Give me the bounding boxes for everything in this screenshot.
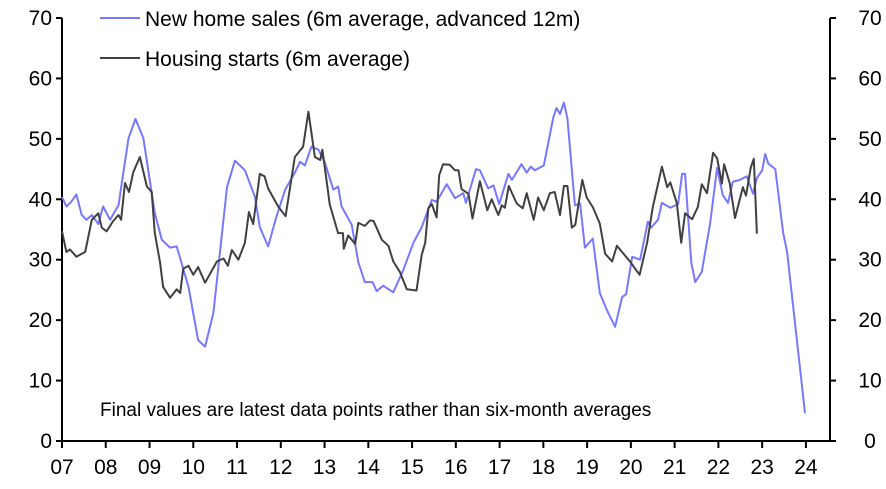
x-tick-label: 20 [619, 456, 642, 479]
legend-label-new-home-sales: New home sales (6m average, advanced 12m… [145, 8, 580, 31]
x-tick-label: 21 [663, 456, 686, 479]
series-line-new-home-sales [61, 101, 806, 414]
x-tick-label: 09 [138, 456, 161, 479]
x-tick-label: 12 [269, 456, 292, 479]
y-tick-label-right: 0 [864, 430, 876, 453]
y-tick-label-left: 70 [29, 7, 52, 30]
axes: 0 0 10 10 20 20 30 30 40 40 50 50 60 60 70 70 07 08 09 10 11… [29, 7, 882, 479]
y-tick-label-left: 0 [40, 430, 52, 453]
y-tick-label-left: 20 [29, 309, 52, 332]
x-tick-label: 07 [50, 456, 73, 479]
y-tick-label-left: 30 [29, 249, 52, 272]
x-tick-label: 08 [94, 456, 117, 479]
chart-annotation: Final values are latest data points rath… [100, 400, 651, 421]
x-tick-label: 11 [226, 456, 248, 479]
x-tick-label: 22 [707, 456, 730, 479]
x-tick-label: 13 [313, 456, 336, 479]
x-tick-label: 10 [182, 456, 205, 479]
y-tick-label-left: 50 [29, 128, 52, 151]
y-tick-label-right: 50 [858, 128, 881, 151]
y-tick-label-right: 30 [858, 249, 881, 272]
x-tick-label: 19 [575, 456, 598, 479]
legend-label-housing-starts: Housing starts (6m average) [145, 48, 410, 71]
x-tick-label: 18 [532, 456, 555, 479]
x-tick-label: 15 [400, 456, 423, 479]
series-line-housing-starts [61, 110, 758, 299]
y-tick-label-right: 70 [858, 7, 881, 30]
x-tick-label: 24 [794, 456, 818, 479]
x-tick-label: 17 [488, 456, 511, 479]
x-tick-label: 16 [444, 456, 467, 479]
y-tick-label-right: 40 [858, 188, 881, 211]
y-tick-label-left: 60 [29, 67, 52, 90]
y-tick-label-right: 20 [858, 309, 881, 332]
y-tick-label-right: 60 [858, 67, 881, 90]
series-lines [61, 101, 806, 414]
x-tick-label: 23 [750, 456, 773, 479]
y-tick-label-right: 10 [858, 370, 881, 393]
x-tick-label: 14 [357, 456, 381, 479]
y-tick-label-left: 10 [29, 370, 52, 393]
y-tick-label-left: 40 [29, 188, 52, 211]
legend: New home sales (6m average, advanced 12m… [100, 8, 580, 71]
